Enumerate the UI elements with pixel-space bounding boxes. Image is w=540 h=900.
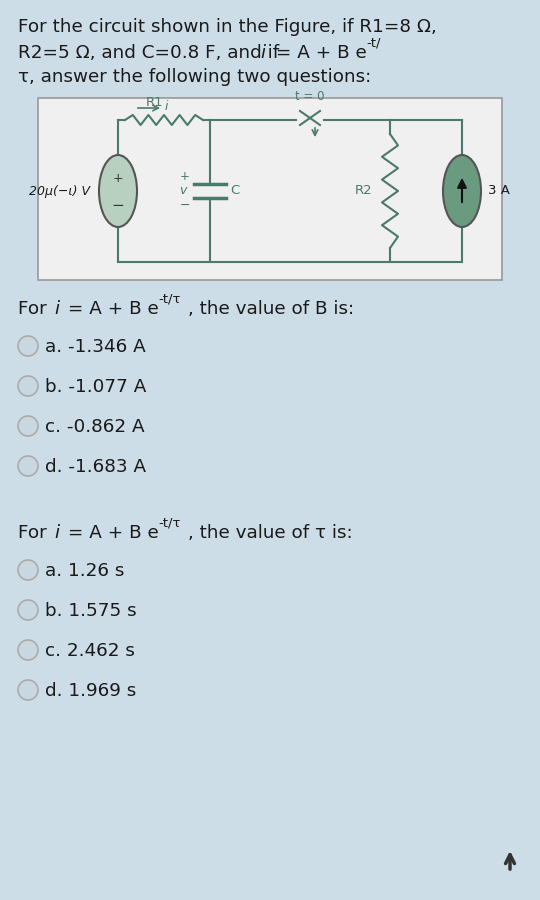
Text: v: v bbox=[179, 184, 186, 197]
Text: c. 2.462 s: c. 2.462 s bbox=[45, 642, 135, 660]
Text: R2=5 Ω, and C=0.8 F, and if: R2=5 Ω, and C=0.8 F, and if bbox=[18, 44, 285, 62]
Text: +: + bbox=[113, 173, 123, 185]
Text: d. -1.683 A: d. -1.683 A bbox=[45, 458, 146, 476]
Text: τ, answer the following two questions:: τ, answer the following two questions: bbox=[18, 68, 372, 86]
Text: b. 1.575 s: b. 1.575 s bbox=[45, 602, 137, 620]
Text: i: i bbox=[260, 44, 265, 62]
Circle shape bbox=[18, 456, 38, 476]
Text: R1: R1 bbox=[146, 95, 164, 109]
Text: = A + B e: = A + B e bbox=[270, 44, 367, 62]
Text: a. -1.346 A: a. -1.346 A bbox=[45, 338, 146, 356]
Text: 3 A: 3 A bbox=[488, 184, 510, 197]
Text: R2: R2 bbox=[354, 184, 372, 197]
Circle shape bbox=[18, 376, 38, 396]
Circle shape bbox=[18, 560, 38, 580]
Circle shape bbox=[18, 680, 38, 700]
Text: -t/: -t/ bbox=[366, 36, 381, 49]
Text: C: C bbox=[230, 184, 239, 197]
Circle shape bbox=[18, 640, 38, 660]
Text: +: + bbox=[180, 170, 190, 183]
Text: For: For bbox=[18, 524, 52, 542]
Text: t = 0: t = 0 bbox=[295, 90, 325, 103]
Text: i: i bbox=[165, 100, 168, 113]
Text: -t/τ: -t/τ bbox=[158, 292, 180, 305]
Text: i: i bbox=[54, 524, 59, 542]
Text: a. 1.26 s: a. 1.26 s bbox=[45, 562, 124, 580]
Text: = A + B e: = A + B e bbox=[62, 524, 159, 542]
Text: d. 1.969 s: d. 1.969 s bbox=[45, 682, 136, 700]
Text: 20μ(−ι) V: 20μ(−ι) V bbox=[29, 184, 90, 197]
Ellipse shape bbox=[443, 155, 481, 227]
Text: c. -0.862 A: c. -0.862 A bbox=[45, 418, 145, 436]
Text: b. -1.077 A: b. -1.077 A bbox=[45, 378, 146, 396]
Text: -t/τ: -t/τ bbox=[158, 516, 180, 529]
Text: i: i bbox=[54, 300, 59, 318]
Circle shape bbox=[18, 336, 38, 356]
FancyBboxPatch shape bbox=[38, 98, 502, 280]
Text: = A + B e: = A + B e bbox=[62, 300, 159, 318]
Text: −: − bbox=[179, 199, 190, 212]
Ellipse shape bbox=[99, 155, 137, 227]
Text: −: − bbox=[112, 197, 124, 212]
Text: , the value of τ is:: , the value of τ is: bbox=[188, 524, 353, 542]
Text: For: For bbox=[18, 300, 52, 318]
Text: For the circuit shown in the Figure, if R1=8 Ω,: For the circuit shown in the Figure, if … bbox=[18, 18, 437, 36]
Text: , the value of B is:: , the value of B is: bbox=[188, 300, 354, 318]
Circle shape bbox=[18, 416, 38, 436]
Circle shape bbox=[18, 600, 38, 620]
